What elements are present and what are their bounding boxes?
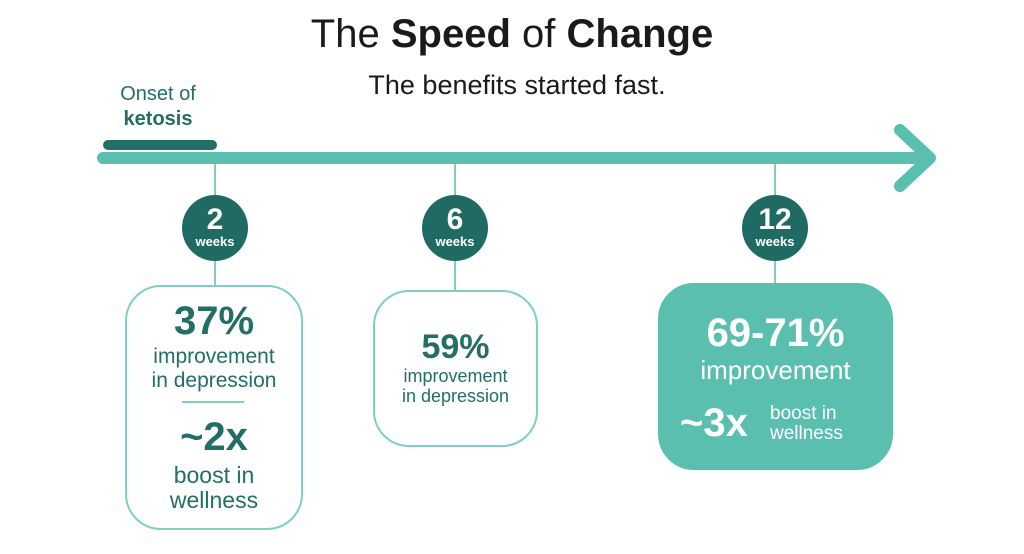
stat-text: improvement <box>700 355 851 385</box>
stat-text: wellness <box>770 423 843 444</box>
onset-label: Onset of <box>120 83 196 105</box>
arrow-head <box>894 124 936 192</box>
stat: 69-71% <box>706 311 845 355</box>
stat-text: in depression <box>151 369 277 392</box>
title-part: of <box>522 12 556 56</box>
milestone-unit: weeks <box>755 234 795 249</box>
title-part: Change <box>566 12 714 56</box>
stat-text: improvement <box>403 366 508 386</box>
milestone-number: 6 <box>446 203 464 236</box>
card: 69-71% improvement ~3x boost in wellness <box>658 283 893 470</box>
stat-text: in depression <box>401 386 510 406</box>
card: 59% improvement in depression <box>373 290 538 447</box>
stat: ~3x <box>680 401 748 445</box>
stat-text: boost in <box>770 403 837 424</box>
stat: 59% <box>421 328 490 366</box>
milestone-unit: weeks <box>435 234 475 249</box>
milestone: 6 weeks <box>422 195 488 261</box>
stat-text: boost in <box>173 462 255 488</box>
title: The Speed of Change <box>0 12 1024 57</box>
milestone-number: 2 <box>206 203 224 236</box>
milestone: 12 weeks <box>742 195 808 261</box>
card: 37% improvement in depression ~2x boost … <box>125 285 303 530</box>
stat: 37% <box>173 299 255 343</box>
milestone: 2 weeks <box>182 195 248 261</box>
milestone-unit: weeks <box>195 234 235 249</box>
stat-text: wellness <box>169 487 259 513</box>
stat: ~2x <box>180 415 248 459</box>
stat-text: improvement <box>153 345 275 368</box>
onset-label: ketosis <box>123 108 193 130</box>
divider <box>182 401 244 403</box>
subtitle: The benefits started fast. <box>368 70 666 100</box>
milestone-number: 12 <box>758 203 792 236</box>
title-part: The <box>310 12 380 56</box>
title-part: Speed <box>390 12 511 56</box>
